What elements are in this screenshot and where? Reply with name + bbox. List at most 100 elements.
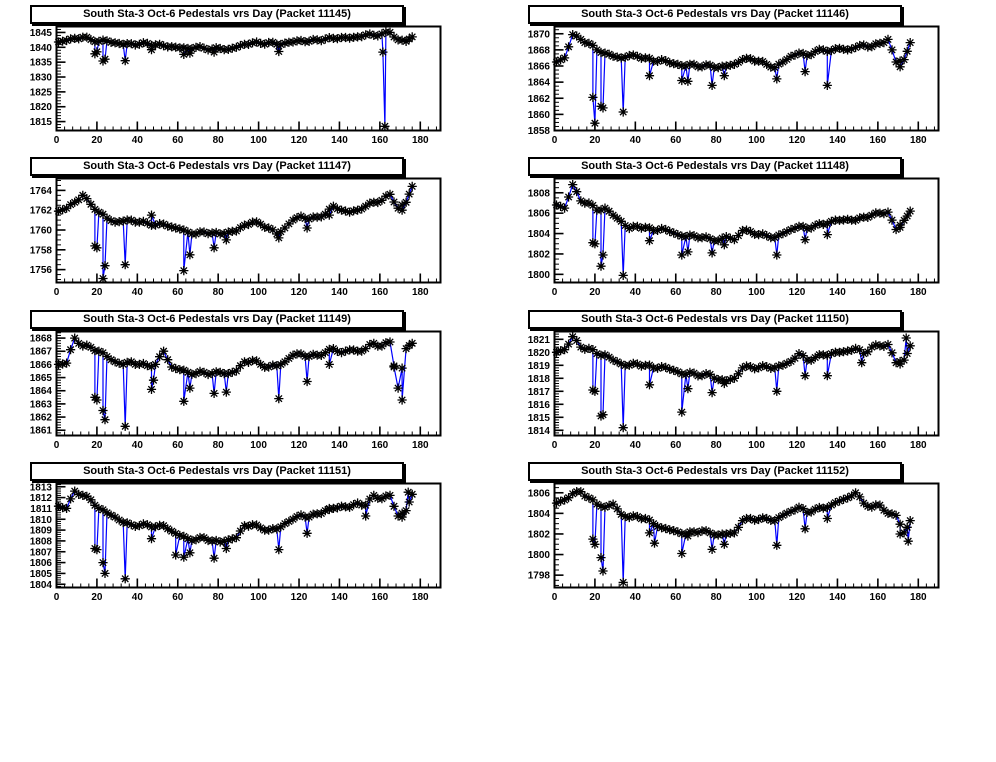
plot-area-11146: 0 20 40 60 80 100 120 140 160 180 1858 1860 1862 1864… [528,25,940,146]
x-tick-label: 80 [213,135,225,146]
y-tick-label: 1862 [528,94,551,105]
x-tick-label: 120 [789,440,806,451]
y-tick-label: 1868 [30,334,53,345]
plot-pad-11150: 0 20 40 60 80 100 120 140 160 180 1814 1815 1816 1817… [498,305,996,457]
x-tick-label: 140 [829,592,846,603]
x-tick-label: 40 [132,592,144,603]
x-tick-label: 160 [372,440,389,451]
x-tick-label: 120 [789,135,806,146]
x-tick-label: 120 [291,287,308,298]
x-tick-label: 0 [54,440,60,451]
y-tick-label: 1870 [528,29,551,40]
x-tick-label: 140 [829,287,846,298]
x-tick-label: 20 [589,287,601,298]
x-tick-label: 140 [331,440,348,451]
x-axis: 0 20 40 60 80 100 120 140 160 180 [552,121,935,146]
x-tick-label: 0 [54,592,60,603]
y-axis: 1798 1800 1802 1804 1806 [528,487,564,586]
x-tick-label: 80 [213,440,225,451]
plot-frame [55,330,442,437]
y-tick-label: 1821 [528,335,551,346]
y-tick-label: 1860 [528,110,551,121]
y-tick-label: 1808 [30,536,53,547]
y-tick-label: 1804 [528,229,551,240]
y-axis: 1814 1815 1816 1817 1818 1819 1820 1821 [528,331,564,437]
x-axis: 0 20 40 60 80 100 120 140 160 180 [54,121,437,146]
x-tick-label: 140 [331,135,348,146]
x-tick-label: 40 [630,440,642,451]
x-tick-label: 40 [630,592,642,603]
x-tick-label: 0 [552,592,558,603]
plot-area-11149: 0 20 40 60 80 100 120 140 160 180 1861 1862 1863 1864… [30,330,442,451]
x-tick-label: 140 [829,440,846,451]
plot-frame [553,482,940,589]
plot-title: South Sta-3 Oct-6 Pedestals vrs Day (Pac… [83,313,351,325]
y-tick-label: 1835 [30,58,53,69]
y-tick-label: 1758 [30,245,53,256]
x-tick-label: 160 [372,135,389,146]
x-tick-label: 40 [630,287,642,298]
series-line [556,183,911,276]
x-axis: 0 20 40 60 80 100 120 140 160 180 [54,273,437,298]
x-tick-label: 60 [670,135,682,146]
plot-title: South Sta-3 Oct-6 Pedestals vrs Day (Pac… [83,8,351,20]
plot-pad-11152: 0 20 40 60 80 100 120 140 160 180 1798 1800 1802 1804… [498,457,996,609]
y-tick-label: 1816 [528,400,551,411]
y-tick-label: 1760 [30,226,53,237]
x-tick-label: 120 [789,592,806,603]
x-tick-label: 80 [213,287,225,298]
y-tick-label: 1858 [528,126,551,137]
x-tick-label: 120 [291,592,308,603]
x-tick-label: 160 [870,287,887,298]
y-tick-label: 1810 [30,515,53,526]
x-tick-label: 100 [250,287,267,298]
series-markers [551,487,915,587]
plot-pad-11151: 0 20 40 60 80 100 120 140 160 180 1804 1805 1806 1807… [0,457,498,609]
plot-title-box: South Sta-3 Oct-6 Pedestals vrs Day (Pac… [30,157,404,176]
x-tick-label: 0 [552,440,558,451]
x-tick-label: 100 [748,440,765,451]
y-axis: 1858 1860 1862 1864 1866 1868 1870 [528,29,564,137]
plot-title-box: South Sta-3 Oct-6 Pedestals vrs Day (Pac… [528,157,902,176]
x-tick-label: 100 [748,287,765,298]
x-tick-label: 0 [552,287,558,298]
y-axis: 1800 1802 1804 1806 1808 [528,182,564,281]
plot-title-box: South Sta-3 Oct-6 Pedestals vrs Day (Pac… [528,462,902,481]
x-axis: 0 20 40 60 80 100 120 140 160 180 [552,578,935,603]
series-markers [53,486,417,584]
y-tick-label: 1815 [528,413,551,424]
y-tick-label: 1807 [30,547,53,558]
x-tick-label: 20 [91,592,103,603]
plot-title: South Sta-3 Oct-6 Pedestals vrs Day (Pac… [581,8,849,20]
x-tick-label: 120 [291,440,308,451]
x-tick-label: 160 [372,287,389,298]
x-tick-label: 60 [670,440,682,451]
x-tick-label: 0 [54,135,60,146]
y-tick-label: 1764 [30,186,53,197]
x-tick-label: 60 [172,287,184,298]
x-tick-label: 140 [331,287,348,298]
y-tick-label: 1861 [30,426,53,437]
plot-title: South Sta-3 Oct-6 Pedestals vrs Day (Pac… [83,160,351,172]
y-tick-label: 1802 [528,249,551,260]
x-tick-label: 60 [172,135,184,146]
y-tick-label: 1818 [528,374,551,385]
plot-title-box: South Sta-3 Oct-6 Pedestals vrs Day (Pac… [528,5,902,24]
y-tick-label: 1802 [528,529,551,540]
x-axis: 0 20 40 60 80 100 120 140 160 180 [54,578,437,603]
x-tick-label: 180 [412,135,429,146]
x-tick-label: 60 [172,440,184,451]
y-tick-label: 1866 [30,360,53,371]
plot-frame [55,25,442,132]
plot-area-11152: 0 20 40 60 80 100 120 140 160 180 1798 1800 1802 1804… [528,482,940,603]
plot-title-box: South Sta-3 Oct-6 Pedestals vrs Day (Pac… [30,5,404,24]
y-tick-label: 1863 [30,399,53,410]
x-tick-label: 100 [748,135,765,146]
x-tick-label: 120 [291,135,308,146]
x-tick-label: 40 [132,287,144,298]
x-tick-label: 60 [670,592,682,603]
y-tick-label: 1820 [528,348,551,359]
plot-title-box: South Sta-3 Oct-6 Pedestals vrs Day (Pac… [30,310,404,329]
x-tick-label: 20 [91,135,103,146]
